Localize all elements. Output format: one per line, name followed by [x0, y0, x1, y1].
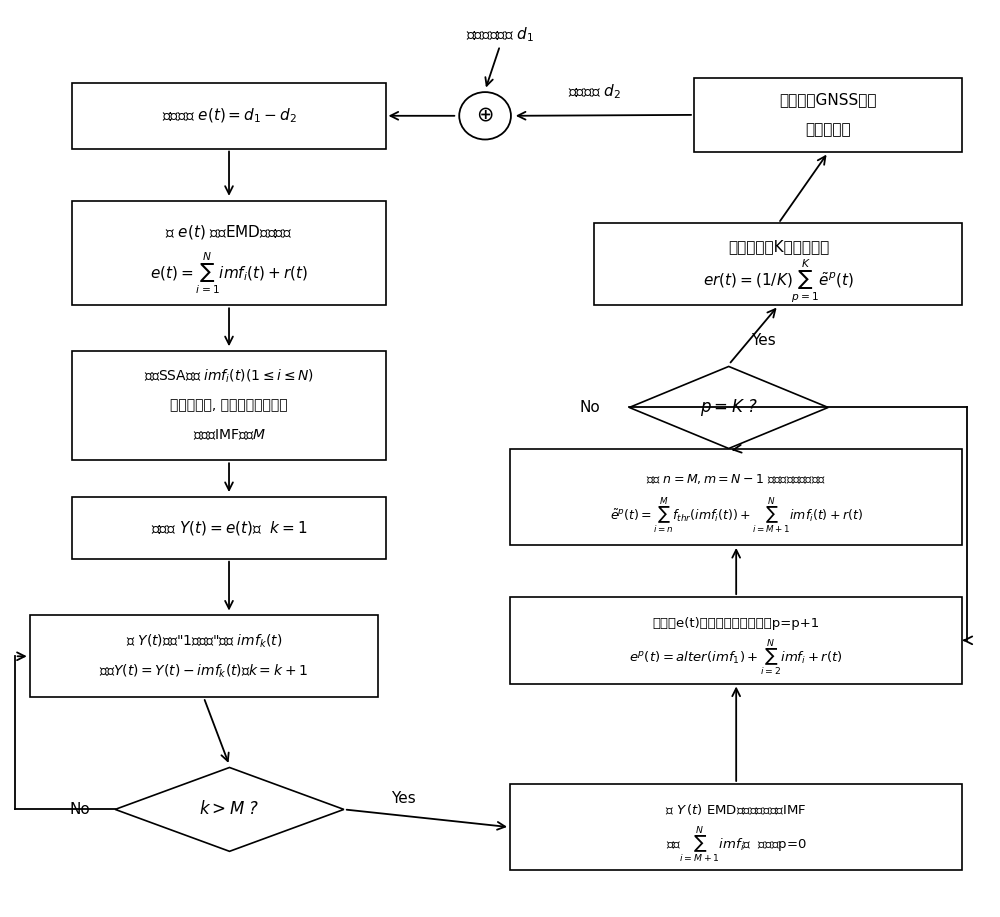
Text: Yes: Yes — [751, 334, 776, 348]
Text: Yes: Yes — [391, 791, 416, 806]
FancyBboxPatch shape — [510, 597, 962, 684]
Text: 对 $e(t)$ 进行EMD分解得到: 对 $e(t)$ 进行EMD分解得到 — [165, 224, 293, 241]
Text: $e^p(t)=alter(imf_1)+\sum_{i=2}^{N}imf_i+r(t)$: $e^p(t)=alter(imf_1)+\sum_{i=2}^{N}imf_i… — [629, 637, 843, 678]
Text: 短基线多GNSS接收: 短基线多GNSS接收 — [779, 93, 877, 107]
Text: 对 $Y\,(t)$ EMD分解得到剩余的IMF: 对 $Y\,(t)$ EMD分解得到剩余的IMF — [665, 802, 807, 817]
Text: $p=K$ ?: $p=K$ ? — [700, 397, 758, 418]
Text: 利用SSA估计 $imf_i(t)(1\leq i\leq N)$: 利用SSA估计 $imf_i(t)(1\leq i\leq N)$ — [144, 368, 314, 385]
Text: 基线误差 $e(t)=d_1-d_2$: 基线误差 $e(t)=d_1-d_2$ — [162, 106, 296, 125]
Text: $er(t)=(1/K)\sum_{p=1}^{K}\tilde{e}^p(t)$: $er(t)=(1/K)\sum_{p=1}^{K}\tilde{e}^p(t)… — [703, 258, 854, 305]
Text: 平均得到的K个滤波结果: 平均得到的K个滤波结果 — [728, 239, 829, 255]
Text: 选择 $n=M,m=N-1$ 按下式求解滤波结果: 选择 $n=M,m=N-1$ 按下式求解滤波结果 — [646, 472, 826, 486]
Polygon shape — [629, 367, 828, 448]
Text: 的含噪水平, 确定需要噪声辅助: 的含噪水平, 确定需要噪声辅助 — [170, 399, 288, 413]
FancyBboxPatch shape — [510, 449, 962, 545]
Text: 初始化 $Y(t)=e(t)$，  $k=1$: 初始化 $Y(t)=e(t)$， $k=1$ — [151, 519, 307, 536]
Text: 实测距离 $d_2$: 实测距离 $d_2$ — [568, 83, 621, 102]
FancyBboxPatch shape — [694, 78, 962, 152]
FancyBboxPatch shape — [510, 784, 962, 870]
Text: 机测量系统: 机测量系统 — [805, 123, 851, 138]
Text: $\tilde{e}^p(t)=\sum_{i=n}^{M}f_{thr}(imf_i(t))+\sum_{i=M+1}^{N}imf_i(t)+r(t)$: $\tilde{e}^p(t)=\sum_{i=n}^{M}f_{thr}(im… — [610, 495, 863, 536]
FancyBboxPatch shape — [72, 497, 386, 558]
Text: $k>M$ ?: $k>M$ ? — [199, 801, 260, 818]
Text: 已知基线距离 $d_1$: 已知基线距离 $d_1$ — [466, 26, 534, 44]
Text: No: No — [579, 400, 600, 415]
Text: 分析的IMF个数$M$: 分析的IMF个数$M$ — [193, 427, 265, 442]
Polygon shape — [115, 768, 344, 851]
Text: $\oplus$: $\oplus$ — [476, 105, 494, 126]
FancyBboxPatch shape — [30, 615, 378, 697]
FancyBboxPatch shape — [72, 83, 386, 149]
FancyBboxPatch shape — [72, 201, 386, 305]
Text: 更新$Y(t)=Y(t)-imf_k(t)$，$k=k+1$: 更新$Y(t)=Y(t)-imf_k(t)$，$k=k+1$ — [99, 663, 308, 680]
Text: No: No — [70, 801, 91, 817]
FancyBboxPatch shape — [594, 224, 962, 305]
Text: $e(t)=\sum_{i=1}^{N}imf_i(t)+r(t)$: $e(t)=\sum_{i=1}^{N}imf_i(t)+r(t)$ — [150, 250, 308, 296]
FancyBboxPatch shape — [72, 351, 386, 460]
Circle shape — [459, 92, 511, 139]
Text: 分量$\sum_{i=M+1}^{N}imf_i$，  初始化p=0: 分量$\sum_{i=M+1}^{N}imf_i$， 初始化p=0 — [666, 824, 807, 865]
Text: 对 $Y(t)$进行"1步筛选"得到 $imf_k(t)$: 对 $Y(t)$进行"1步筛选"得到 $imf_k(t)$ — [126, 633, 282, 650]
Text: 构造与e(t)有相同信噪比的序列p=p+1: 构造与e(t)有相同信噪比的序列p=p+1 — [653, 616, 820, 629]
